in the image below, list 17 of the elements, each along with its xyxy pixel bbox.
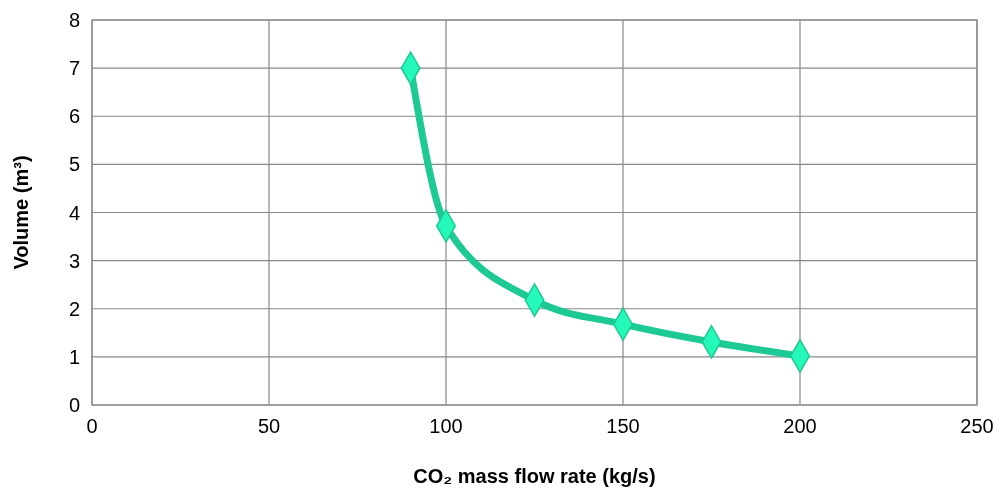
y-tick-label: 4: [68, 201, 80, 224]
y-tick-label: 1: [68, 345, 80, 368]
y-tick-label: 7: [68, 57, 80, 80]
x-tick-label: 150: [606, 415, 640, 437]
y-tick-label: 0: [68, 394, 80, 416]
y-tick-label: 6: [68, 105, 80, 128]
x-tick-label: 50: [257, 415, 281, 437]
y-tick-label: 3: [68, 249, 80, 272]
x-tick-label: 200: [783, 415, 817, 437]
x-tick-label: 250: [960, 415, 994, 437]
x-axis-title: CO₂ mass flow rate (kg/s): [413, 465, 656, 487]
x-tick-label: 0: [86, 415, 98, 437]
y-tick-label: 8: [68, 9, 80, 31]
y-axis-title: Volume (m³): [10, 155, 32, 270]
x-tick-label: 100: [429, 415, 463, 437]
y-tick-label: 2: [68, 297, 80, 320]
y-tick-label: 5: [68, 153, 80, 176]
